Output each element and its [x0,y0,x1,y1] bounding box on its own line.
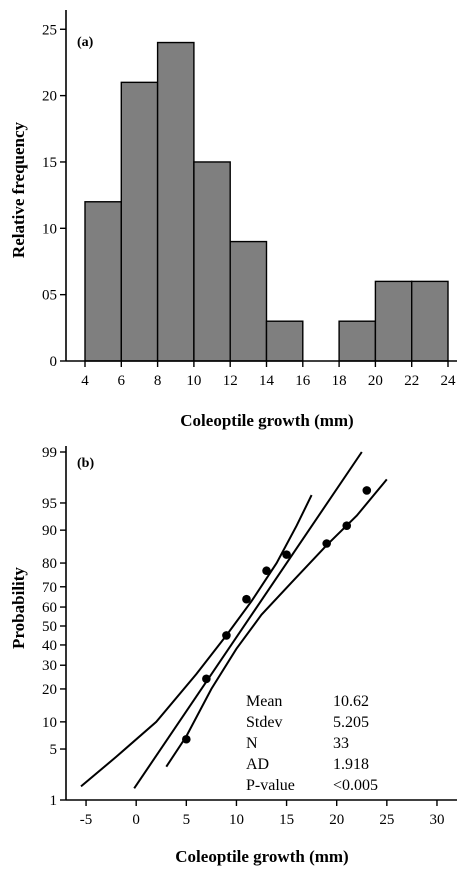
y-tick-label: 50 [42,619,57,635]
y-tick-label: 15 [42,155,57,171]
stat-value: 1.918 [333,756,369,773]
data-point [322,539,331,548]
y-tick-label: 20 [42,89,57,105]
y-tick-label: 10 [42,715,57,731]
x-tick-label: 4 [81,373,89,389]
y-tick-label: 05 [42,288,57,304]
data-point [262,566,271,576]
x-tick-label: 15 [279,812,294,828]
x-tick-label: 10 [229,812,244,828]
y-tick-label: 1 [50,793,58,809]
x-tick-label: 25 [379,812,394,828]
probability-points [182,486,372,744]
x-tick-label: 6 [118,373,126,389]
y-tick-label: 70 [42,580,57,596]
probability-y-axis-title: Probability [9,567,28,649]
x-tick-label: 14 [259,373,275,389]
stats-box: Mean 10.62 Stdev 5.205 N 33 AD 1.918 P-value <0.0… [246,693,378,794]
x-tick-label: 20 [368,373,383,389]
x-tick-label: 5 [183,812,191,828]
histogram-bar [338,320,377,362]
panel-b-label: (b) [77,456,94,471]
histogram-bar [193,161,231,362]
histogram-bar [229,240,268,362]
data-point [222,631,231,640]
histogram-axes: 4 6 8 10 12 14 16 18 20 22 24 0 05 10 15 20 25 [42,10,457,389]
data-point [182,734,191,744]
y-tick-label: 25 [42,22,57,38]
histogram-bar [374,280,413,362]
probability-plot-panel: (b) -5 0 5 10 15 20 25 301510203040506070809095… [9,445,457,866]
y-tick-label: 20 [42,682,57,698]
probability-x-axis-title: Coleoptile growth (mm) [175,847,348,866]
x-tick-label: 0 [132,812,140,828]
y-tick-label: 10 [42,221,57,237]
stat-value: 5.205 [333,714,369,731]
stat-label: N [246,735,258,752]
x-tick-label: 20 [329,812,344,828]
y-tick-label: 90 [42,523,57,539]
x-tick-label: 30 [429,812,444,828]
data-point [342,521,352,531]
x-tick-label: 12 [223,373,238,389]
y-tick-label: 60 [42,600,57,616]
stat-label: AD [246,756,269,773]
data-point [282,550,291,559]
y-tick-label: 99 [42,445,57,461]
histogram-panel: (a) 4 6 8 10 12 14 16 18 20 22 24 0 05 10 15 20 25 Coleo… [9,10,457,430]
histogram-bar [411,280,449,362]
histogram-bar [120,81,159,362]
stat-value: <0.005 [333,777,378,794]
y-tick-label: 40 [42,638,57,654]
x-tick-label: 22 [404,373,419,389]
x-tick-label: 10 [186,373,201,389]
stat-label: P-value [246,777,295,794]
data-point [242,594,251,604]
histogram-bar [84,201,122,362]
panel-a-label: (a) [77,35,94,50]
data-point [362,486,372,495]
y-tick-label: 0 [50,354,58,370]
histogram-bars [84,41,449,362]
y-tick-label: 30 [42,658,57,674]
y-tick-label: 80 [42,556,57,572]
histogram-bar [265,320,304,362]
x-tick-label: 8 [154,373,162,389]
confidence-band [80,494,313,788]
histogram-x-axis-title: Coleoptile growth (mm) [180,411,353,430]
y-tick-label: 5 [50,742,58,758]
x-tick-label: 18 [332,373,347,389]
histogram-bar [156,41,195,362]
x-tick-label: 16 [295,373,311,389]
stat-value: 10.62 [333,693,369,710]
x-tick-label: 24 [441,373,457,389]
stat-label: Stdev [246,714,282,731]
data-point [202,674,211,684]
histogram-y-axis-title: Relative frequency [9,121,28,258]
fitted-line [133,451,363,789]
stat-label: Mean [246,693,282,710]
y-tick-label: 95 [42,496,57,512]
x-tick-label: -5 [80,812,93,828]
stat-value: 33 [333,735,349,752]
